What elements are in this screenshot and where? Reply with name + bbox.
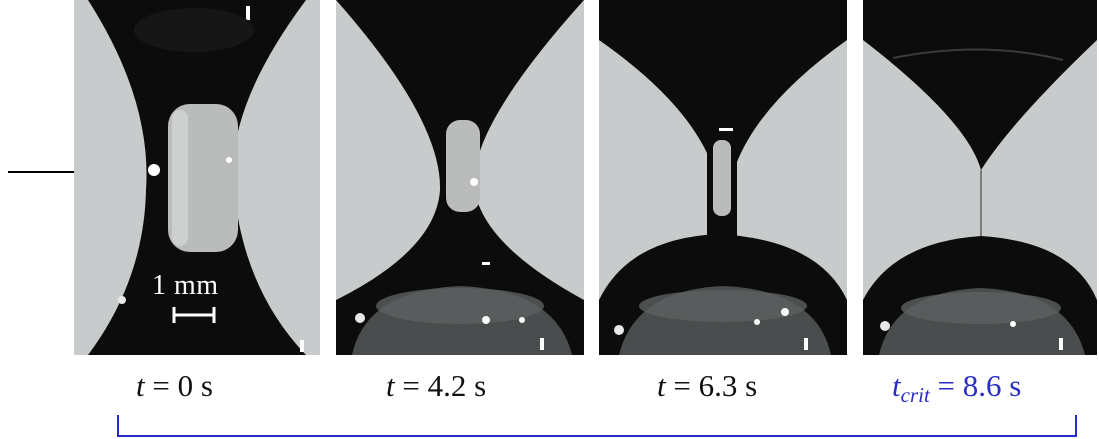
photo-frame-t4-2 (336, 0, 584, 355)
scale-bar-icon (172, 307, 216, 323)
caption-t6-3: t = 6.3 s (657, 368, 758, 403)
photo-frame-tcrit (863, 0, 1097, 355)
caption-t0: t = 0 s (136, 368, 213, 403)
scale-bar-label: 1 mm (152, 270, 219, 301)
time-span-bracket (117, 415, 1077, 437)
photo-frame-t0 (74, 0, 320, 355)
caption-t4-2: t = 4.2 s (386, 368, 487, 403)
caption-tcrit: tcrit = 8.6 s (892, 368, 1022, 407)
photo-frame-t6-3 (599, 0, 847, 355)
